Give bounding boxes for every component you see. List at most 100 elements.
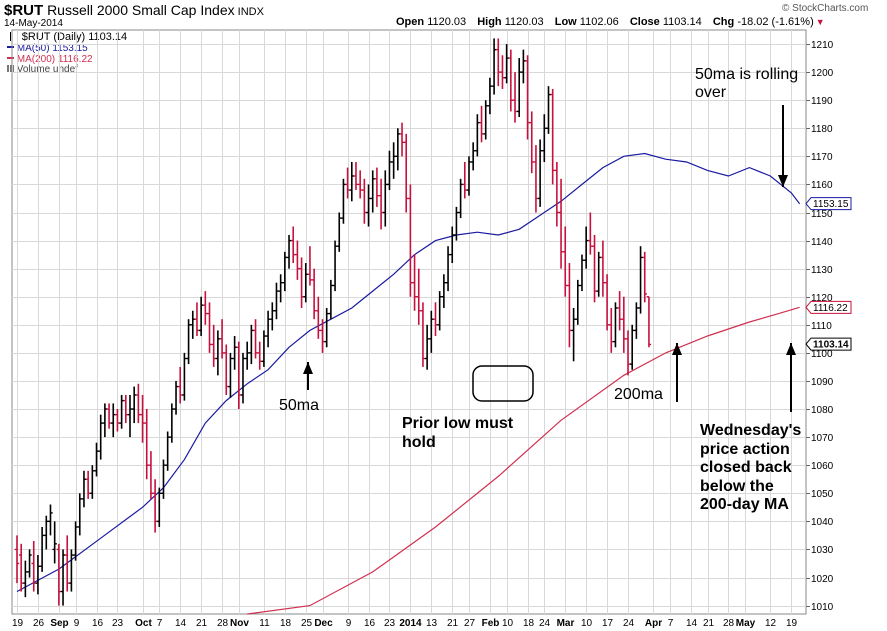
x-tick-label: 24 xyxy=(623,618,635,629)
ohlc-bar xyxy=(265,310,271,348)
ohlc-bar xyxy=(391,142,396,179)
ohlc-bar xyxy=(316,296,321,339)
ohlc-bar xyxy=(420,302,426,367)
arrow-50ma-head xyxy=(303,362,313,374)
arrow-wednesday-head xyxy=(786,343,796,355)
ohlc-bar xyxy=(203,291,208,325)
ohlc-bar xyxy=(412,254,417,311)
moving-averages xyxy=(16,152,801,615)
x-tick-label: 13 xyxy=(426,618,438,629)
x-tick-label: 21 xyxy=(703,618,715,629)
x-tick-label: Feb xyxy=(482,618,500,629)
ohlc-bar xyxy=(475,114,480,157)
x-tick-label: 14 xyxy=(175,618,187,629)
ohlc-bar xyxy=(399,122,405,157)
ohlc-bar xyxy=(178,366,183,404)
legend-ma200-line-icon xyxy=(7,57,14,59)
ohlc-bar xyxy=(374,167,380,207)
low-label: Low xyxy=(554,16,577,28)
index-name: Russell 2000 Small Cap Index xyxy=(47,2,235,18)
last-price-value: 1116.22 xyxy=(813,303,848,314)
ohlc-bar xyxy=(558,178,564,269)
ohlc-bar xyxy=(249,324,254,365)
last-price-tag xyxy=(805,197,852,211)
annotation-prior-low-2: hold xyxy=(402,434,436,451)
ohlc-bar xyxy=(60,549,66,606)
legend-ma50: MA(50) 1153.15 xyxy=(7,43,88,54)
ohlc-bar xyxy=(437,291,442,331)
ohlc-bar xyxy=(479,105,484,143)
ohlc-bar xyxy=(441,274,447,308)
close-value: 1103.14 xyxy=(662,16,702,28)
grid-lines xyxy=(11,29,807,615)
y-tick-label: 1010 xyxy=(811,602,834,613)
ohlc-bar xyxy=(416,268,421,325)
ohlc-bar xyxy=(173,380,179,415)
last-price-value: 1103.14 xyxy=(813,340,849,351)
y-tick-label: 1200 xyxy=(811,68,834,79)
ohlc-bar xyxy=(521,49,526,84)
ohlc-bar xyxy=(106,403,112,429)
legend-ma50-label: MA(50) 1153.15 xyxy=(16,43,88,54)
open-label: Open xyxy=(396,16,425,28)
ohlc-bar xyxy=(232,336,237,370)
last-price-labels: 1153.15 1116.22 1103.14 xyxy=(805,197,852,351)
ohlc-bar xyxy=(487,77,493,115)
ohlc-bar xyxy=(56,543,62,606)
down-triangle-icon: ▼ xyxy=(815,17,825,27)
x-tick-label: 9 xyxy=(74,618,80,629)
ohlc-bar xyxy=(52,521,57,564)
ohlc-bar xyxy=(517,58,522,118)
x-tick-label: 24 xyxy=(539,618,551,629)
x-tick-label: 21 xyxy=(447,618,459,629)
annotation-50ma-rolling-1: 50ma is rolling xyxy=(695,66,799,83)
ohlc-bar xyxy=(383,170,388,227)
ohlc-bar xyxy=(621,296,627,353)
x-tick-label: 11 xyxy=(259,618,270,629)
ohlc-bar xyxy=(625,330,631,376)
annotation-wednesday-2: price action xyxy=(700,441,790,458)
ohlc-bar xyxy=(433,302,438,337)
ohlc-bar xyxy=(395,128,401,171)
annotation-wednesday-5: 200-day MA xyxy=(700,496,789,513)
ohlc-bar xyxy=(324,307,329,348)
x-tick-label: 2014 xyxy=(399,618,422,629)
ohlc-bar xyxy=(332,240,338,292)
x-tick-label: 10 xyxy=(581,618,593,629)
ohlc-bar xyxy=(575,279,580,325)
arrow-50ma-rolling-head xyxy=(778,175,788,187)
x-tick-label: 18 xyxy=(280,618,292,629)
ohlc-bar xyxy=(270,302,275,331)
ohlc-bar xyxy=(357,170,363,199)
ohlc-bar xyxy=(31,541,36,592)
ohlc-summary: Open 1120.03 High 1120.03 Low 1102.06 Cl… xyxy=(396,16,825,28)
ohlc-bar xyxy=(299,257,304,308)
ohlc-bar xyxy=(144,409,149,480)
x-tick-label: 27 xyxy=(464,618,476,629)
annotation-wednesday-3: closed back xyxy=(700,459,792,476)
plot-frame xyxy=(11,29,807,615)
ohlc-bar xyxy=(198,296,204,337)
ohlc-bar xyxy=(194,302,200,337)
ticker-symbol: $RUT xyxy=(4,2,44,19)
ohlc-bar xyxy=(69,549,74,592)
y-tick-label: 1100 xyxy=(811,349,833,360)
y-tick-label: 1120 xyxy=(811,293,833,304)
ma200-line xyxy=(247,306,800,615)
ohlc-bar xyxy=(23,560,28,598)
x-tick-label: 19 xyxy=(12,618,24,629)
ohlc-bars xyxy=(14,38,652,606)
ohlc-bar xyxy=(27,549,32,578)
x-axis: 19 26 Sep 9 16 23 Oct 7 14 21 28 Nov 11 18 25 Dec 9 16 23 2… xyxy=(12,618,798,629)
legend-price-swatch-icon xyxy=(10,32,19,41)
ohlc-bar xyxy=(157,487,162,527)
ohlc-bar xyxy=(366,184,371,227)
ohlc-bar xyxy=(73,521,78,561)
ohlc-bar xyxy=(512,72,518,123)
annotation-wednesday-1: Wednesday's xyxy=(700,422,802,439)
annotation-50ma-rolling-2: over xyxy=(695,84,727,101)
ohlc-bar xyxy=(596,251,601,297)
ohlc-bar xyxy=(583,226,589,269)
arrow-200ma-head xyxy=(672,343,682,355)
